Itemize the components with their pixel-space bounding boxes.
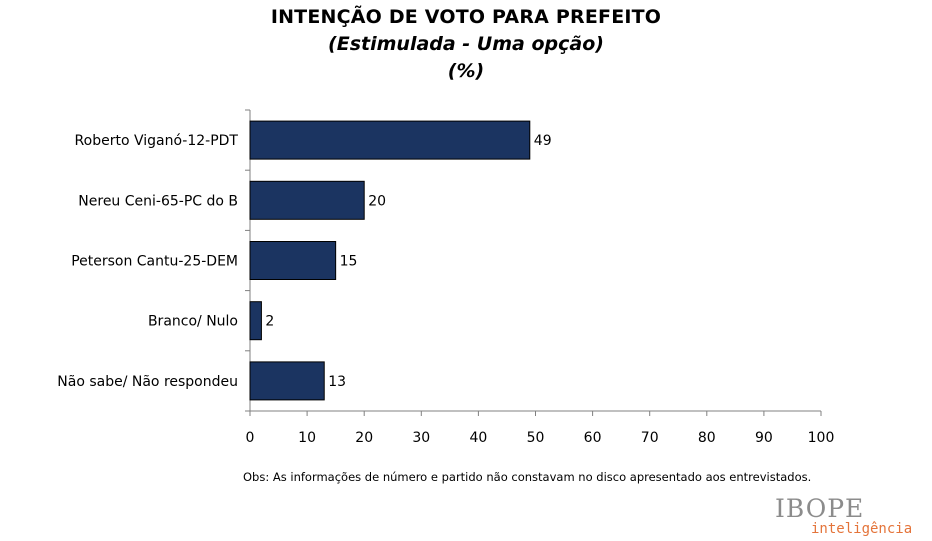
category-label: Roberto Viganó-12-PDT — [75, 133, 239, 149]
bar — [249, 180, 365, 220]
data-label: 49 — [534, 133, 552, 149]
chart-title-block: INTENÇÃO DE VOTO PARA PREFEITO (Estimula… — [0, 4, 932, 85]
x-tick-label: 100 — [808, 430, 835, 446]
data-label: 20 — [368, 193, 386, 209]
footnote: Obs: As informações de número e partido … — [243, 470, 812, 484]
data-label: 2 — [265, 314, 274, 330]
category-label: Nereu Ceni-65-PC do B — [78, 193, 238, 209]
category-label: Não sabe/ Não respondeu — [57, 374, 238, 390]
x-tick-label: 70 — [641, 430, 659, 446]
x-tick-label: 10 — [298, 430, 316, 446]
logo-tagline: inteligência — [811, 521, 913, 537]
data-label: 13 — [328, 374, 346, 390]
bar — [249, 361, 325, 401]
data-label: 15 — [340, 254, 358, 270]
x-tick-label: 50 — [527, 430, 545, 446]
bar — [249, 241, 337, 280]
x-tick-label: 30 — [412, 430, 430, 446]
category-label: Branco/ Nulo — [148, 314, 238, 330]
bar — [249, 120, 531, 160]
bar — [249, 301, 262, 341]
chart-subtitle: (Estimulada - Uma opção) — [328, 33, 604, 55]
x-tick-label: 80 — [698, 430, 716, 446]
logo-name: IBOPE — [775, 494, 865, 523]
x-tick-label: 90 — [755, 430, 773, 446]
x-tick-label: 60 — [584, 430, 602, 446]
category-label: Peterson Cantu-25-DEM — [71, 254, 238, 270]
x-tick-label: 20 — [355, 430, 373, 446]
chart-unit-label: (%) — [447, 60, 485, 82]
ibope-logo: IBOPE inteligência — [775, 494, 912, 537]
chart-title: INTENÇÃO DE VOTO PARA PREFEITO — [270, 6, 662, 28]
x-tick-label: 0 — [246, 430, 255, 446]
x-tick-label: 40 — [469, 430, 487, 446]
